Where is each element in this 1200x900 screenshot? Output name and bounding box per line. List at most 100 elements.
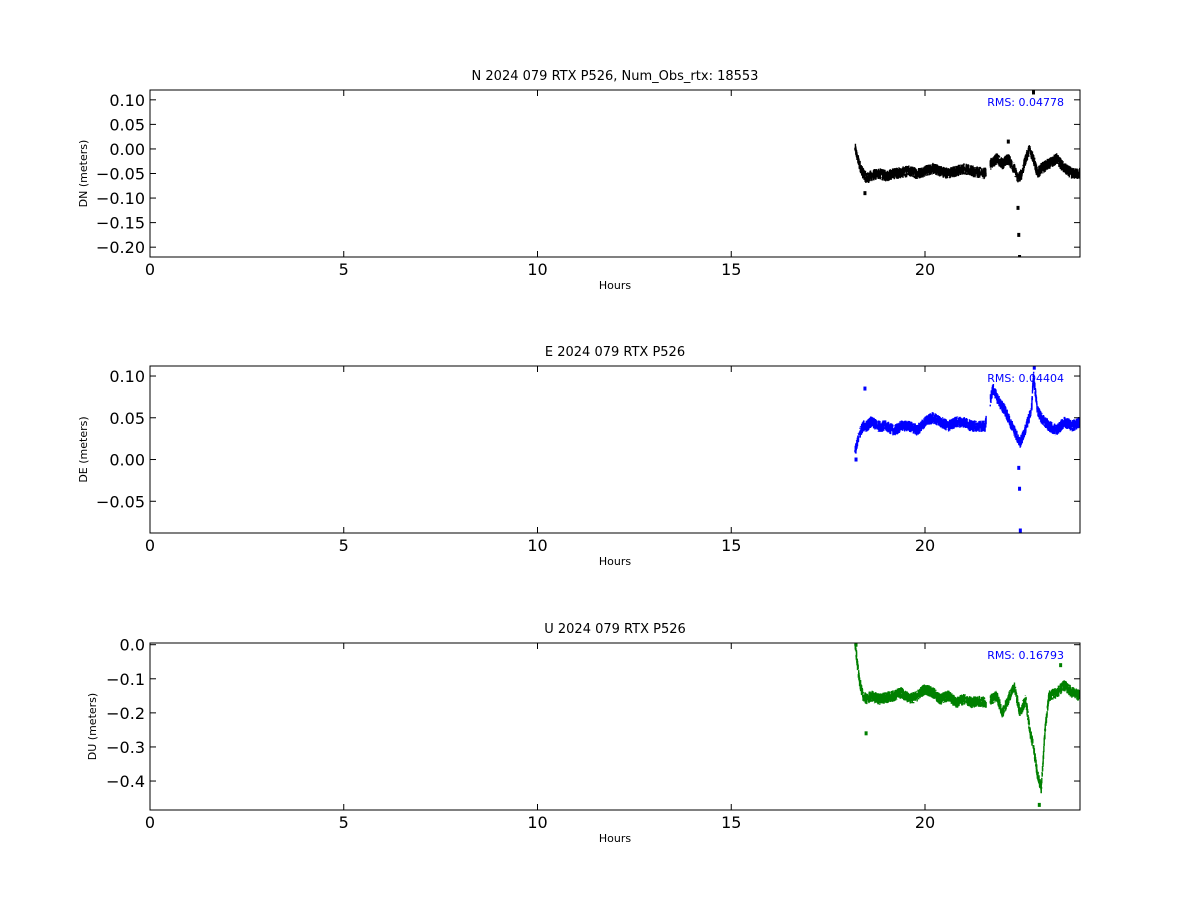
data-point (885, 425, 888, 428)
data-point (962, 698, 965, 701)
outlier-point (1017, 465, 1021, 470)
data-point (997, 400, 1000, 403)
outlier-point (1018, 528, 1022, 533)
data-point (862, 425, 864, 428)
data-point (869, 174, 872, 177)
data-point (916, 694, 919, 697)
data-point (877, 698, 880, 701)
outlier-point (1006, 139, 1010, 144)
x-tick-label: 20 (915, 260, 935, 279)
data-point (978, 699, 981, 702)
outlier-point (1037, 802, 1041, 807)
rms-annotation: RMS: 0.04778 (987, 96, 1064, 109)
data-point (1055, 691, 1058, 694)
y-tick-label: −0.05 (96, 165, 145, 184)
x-tick-label: 10 (527, 813, 547, 832)
data-point (947, 425, 950, 428)
data-point (970, 170, 973, 173)
y-axis-label: DN (meters) (77, 140, 90, 208)
data-point (1063, 167, 1066, 170)
data-point (991, 387, 994, 390)
data-point (900, 425, 903, 428)
data-point (862, 694, 864, 697)
data-point (984, 172, 987, 175)
data-point (939, 170, 942, 173)
data-point (908, 698, 911, 701)
data-point (908, 170, 911, 173)
data-point (1022, 433, 1025, 436)
chart-title: N 2024 079 RTX P526, Num_Obs_rtx: 18553 (472, 69, 759, 84)
data-point (924, 688, 926, 691)
data-point (955, 170, 957, 173)
y-tick-label: 0.10 (109, 91, 145, 110)
data-point (885, 696, 888, 699)
outlier-point (863, 191, 867, 196)
data-point (1048, 694, 1050, 697)
data-point (931, 691, 934, 694)
y-tick-label: −0.05 (96, 492, 145, 511)
data-point (989, 162, 992, 165)
data-series (854, 366, 1080, 533)
outlier-point (1032, 366, 1036, 370)
outlier-point (1017, 232, 1021, 237)
data-point (1018, 441, 1021, 444)
outlier-point (1059, 663, 1063, 668)
y-tick-label: −0.3 (106, 738, 145, 757)
data-point (970, 425, 973, 428)
data-point (1020, 172, 1023, 175)
data-point (858, 162, 861, 165)
data-point (962, 420, 965, 423)
data-point (931, 416, 934, 419)
y-tick-label: −0.4 (106, 772, 145, 791)
data-point (854, 450, 857, 453)
series-line (854, 643, 1080, 794)
data-point (1009, 420, 1012, 423)
y-tick-label: 0.10 (109, 367, 145, 386)
outlier-point (1018, 255, 1022, 257)
y-tick-label: 0.00 (109, 451, 145, 470)
x-tick-label: 10 (527, 260, 547, 279)
chart-panel-2: 0 5 10 15 20 0.10 0.05 0.00 −0.05 E 2024 079 RTX … (77, 345, 1081, 568)
rms-annotation: RMS: 0.16793 (987, 649, 1064, 662)
outlier-point (1032, 90, 1035, 95)
data-point (978, 425, 981, 428)
x-tick-label: 15 (721, 813, 741, 832)
y-tick-label: 0.05 (109, 409, 145, 428)
y-tick-label: 0.00 (109, 140, 145, 159)
data-point (1055, 429, 1058, 432)
y-axis-label: DU (meters) (86, 693, 99, 760)
data-point (1071, 425, 1074, 428)
data-point (970, 701, 973, 704)
data-point (1024, 157, 1027, 160)
data-point (893, 694, 895, 697)
data-point (856, 660, 859, 663)
x-tick-label: 5 (339, 813, 349, 832)
x-tick-label: 0 (145, 260, 155, 279)
data-point (984, 701, 987, 704)
data-point (1015, 433, 1018, 436)
x-tick-label: 20 (915, 813, 935, 832)
data-point (1071, 691, 1074, 694)
data-point (862, 172, 864, 175)
data-point (865, 177, 868, 180)
data-point (858, 433, 861, 436)
outlier-point (854, 457, 858, 462)
y-tick-label: −0.20 (96, 238, 145, 257)
x-tick-label: 10 (527, 536, 547, 555)
data-point (1007, 698, 1010, 701)
data-point (869, 420, 872, 423)
data-point (1026, 420, 1029, 423)
x-axis-label: Hours (599, 279, 631, 292)
data-point (1001, 711, 1004, 714)
outlier-point (863, 386, 867, 391)
data-point (1017, 177, 1019, 180)
data-point (1003, 408, 1006, 411)
data-point (858, 677, 861, 680)
data-point (955, 701, 957, 704)
data-point (1032, 157, 1035, 160)
data-point (1028, 728, 1031, 731)
series-line (854, 371, 1080, 454)
data-point (995, 157, 998, 160)
data-point (947, 694, 950, 697)
y-tick-label: −0.1 (106, 670, 145, 689)
